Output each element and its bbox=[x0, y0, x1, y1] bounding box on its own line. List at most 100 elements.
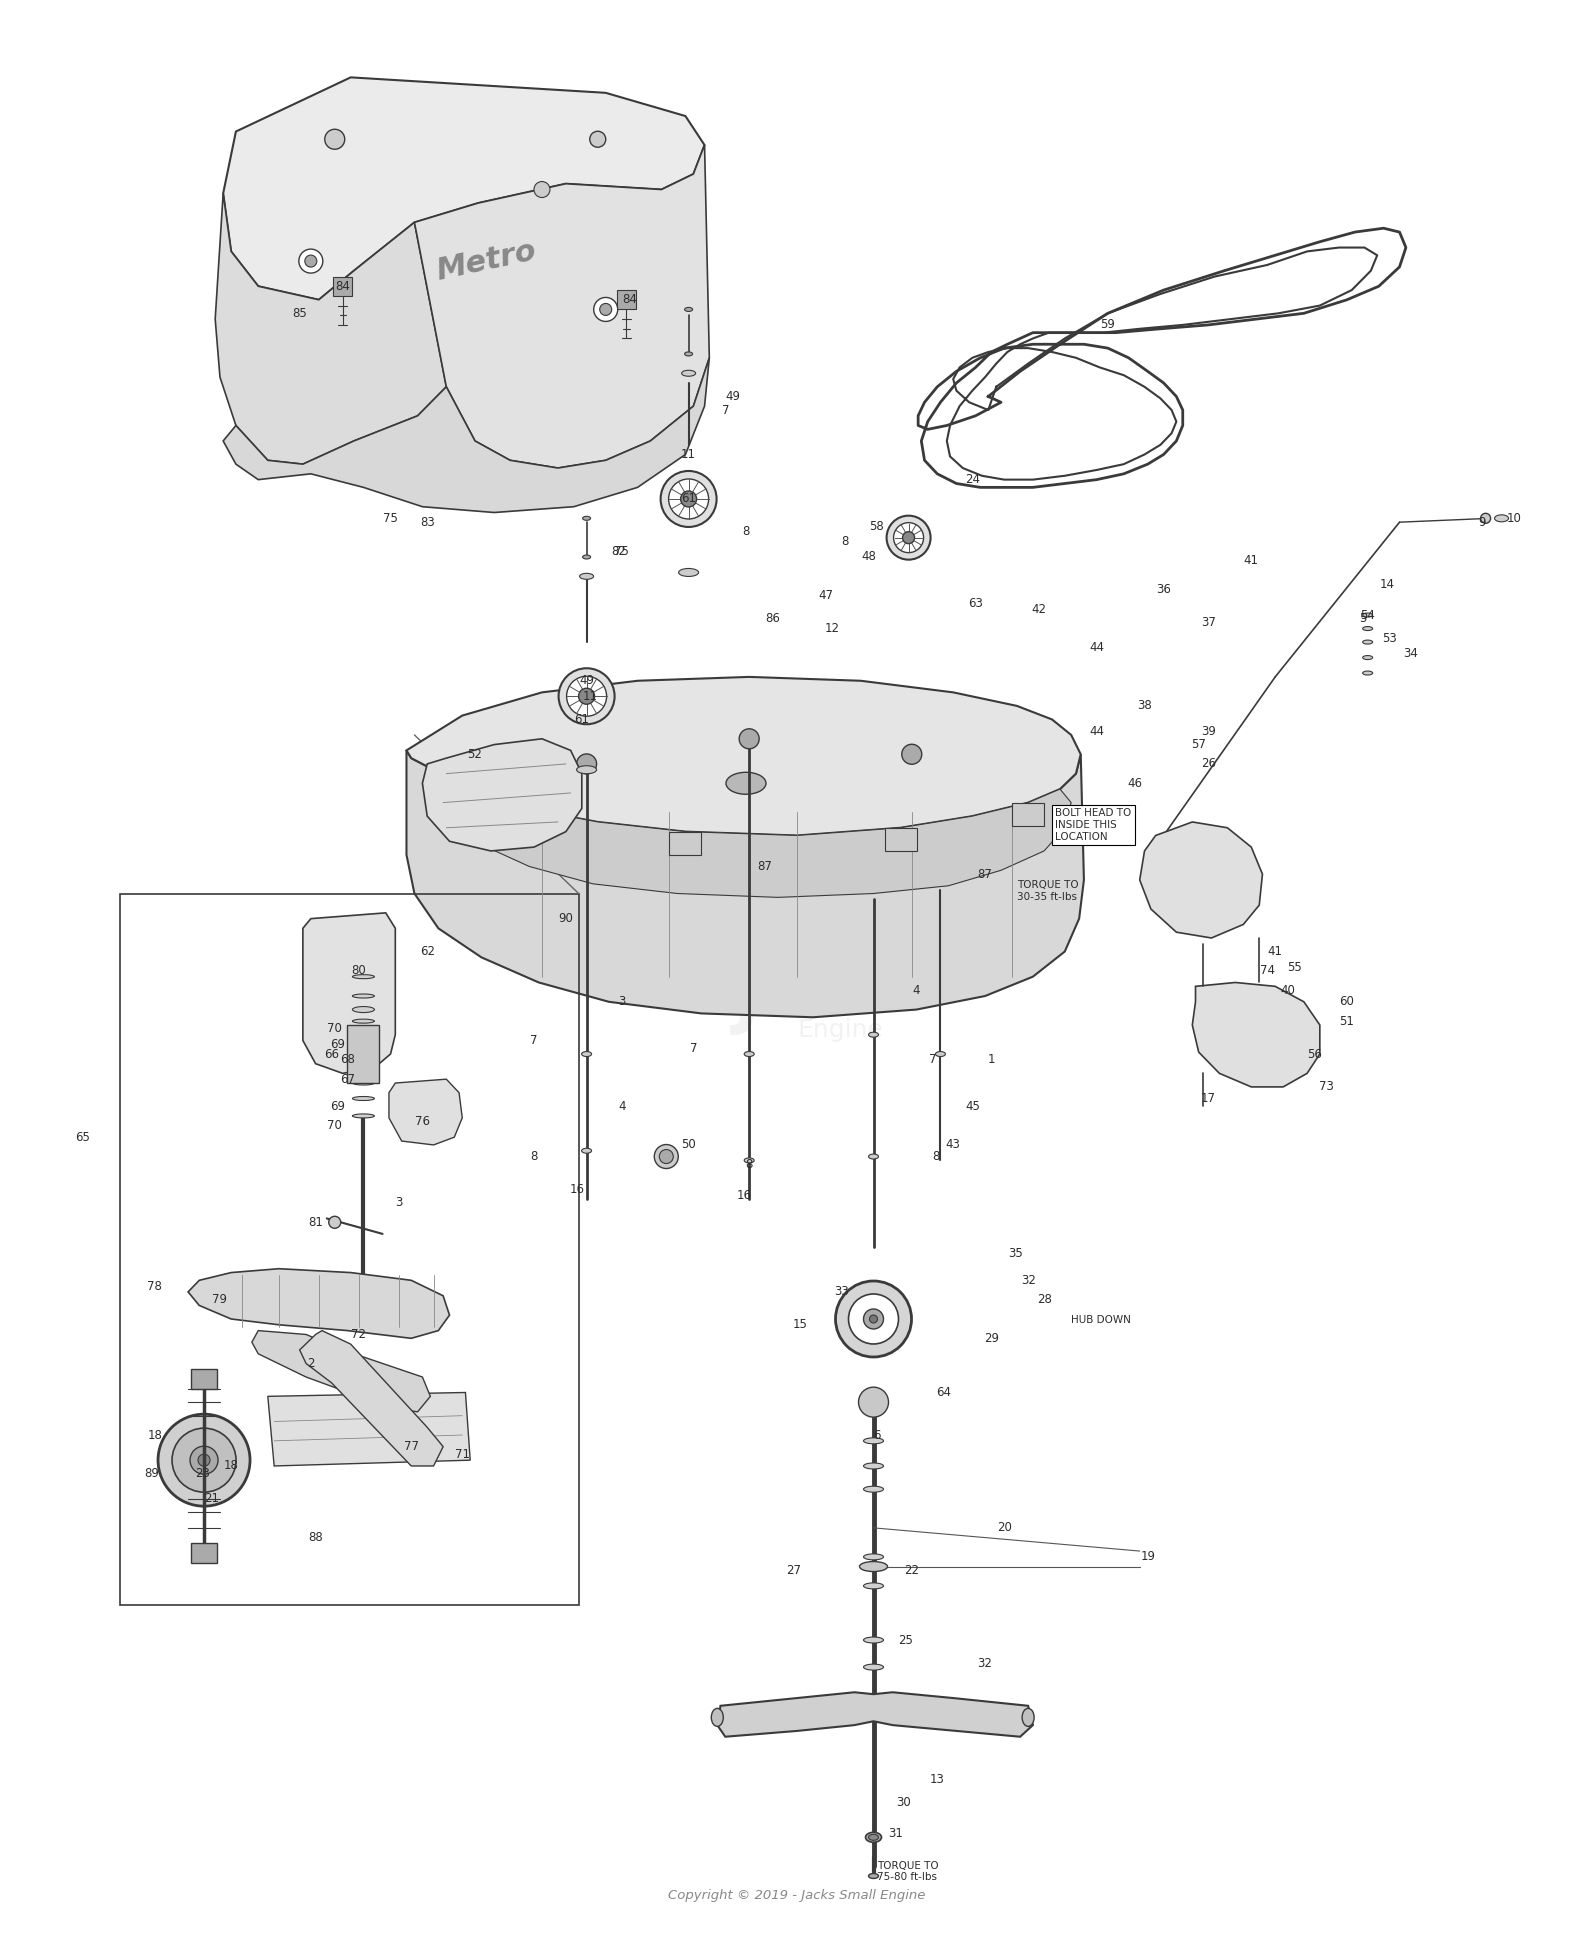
Text: 8: 8 bbox=[932, 1151, 939, 1162]
Text: 43: 43 bbox=[945, 1139, 961, 1151]
Bar bbox=[885, 828, 917, 851]
Text: 11: 11 bbox=[582, 690, 598, 702]
Polygon shape bbox=[188, 1269, 450, 1338]
Ellipse shape bbox=[582, 1052, 591, 1056]
Ellipse shape bbox=[352, 1081, 375, 1085]
Polygon shape bbox=[223, 77, 705, 300]
Text: 84: 84 bbox=[335, 280, 351, 292]
Text: 28: 28 bbox=[1036, 1294, 1052, 1305]
Text: 52: 52 bbox=[467, 748, 483, 760]
Text: 69: 69 bbox=[330, 1039, 346, 1050]
Text: 38: 38 bbox=[1137, 700, 1152, 712]
Text: 3: 3 bbox=[395, 1197, 402, 1209]
Circle shape bbox=[848, 1294, 899, 1344]
Text: 36: 36 bbox=[1156, 584, 1172, 596]
Bar bbox=[510, 808, 542, 832]
Text: 18: 18 bbox=[147, 1429, 163, 1441]
Text: 65: 65 bbox=[75, 1131, 91, 1143]
Ellipse shape bbox=[682, 369, 695, 377]
Text: 15: 15 bbox=[792, 1319, 808, 1331]
Text: 35: 35 bbox=[1007, 1247, 1023, 1259]
Text: 78: 78 bbox=[147, 1280, 163, 1292]
Text: Jacks
Small
Engine: Jacks Small Engine bbox=[797, 961, 883, 1042]
Text: 56: 56 bbox=[1307, 1048, 1323, 1060]
Text: 71: 71 bbox=[454, 1449, 470, 1460]
Ellipse shape bbox=[352, 1114, 375, 1118]
Text: 11: 11 bbox=[681, 449, 697, 460]
Text: 18: 18 bbox=[223, 1460, 239, 1472]
Ellipse shape bbox=[582, 1149, 591, 1153]
Text: 45: 45 bbox=[964, 1100, 980, 1112]
Polygon shape bbox=[389, 1079, 462, 1145]
Text: 88: 88 bbox=[308, 1532, 324, 1543]
Text: 57: 57 bbox=[1191, 739, 1207, 750]
Circle shape bbox=[1481, 513, 1490, 524]
Text: 89: 89 bbox=[143, 1468, 159, 1480]
Circle shape bbox=[590, 132, 606, 147]
Ellipse shape bbox=[869, 1833, 878, 1841]
Circle shape bbox=[835, 1280, 912, 1358]
Circle shape bbox=[599, 304, 612, 315]
Ellipse shape bbox=[744, 1052, 754, 1056]
Text: 4: 4 bbox=[913, 984, 920, 996]
Text: 7: 7 bbox=[690, 1042, 697, 1054]
Ellipse shape bbox=[352, 1048, 375, 1052]
Text: 1: 1 bbox=[988, 1054, 995, 1066]
Text: 83: 83 bbox=[419, 516, 435, 528]
Text: 2: 2 bbox=[308, 1358, 314, 1369]
Text: 41: 41 bbox=[1267, 946, 1283, 957]
Ellipse shape bbox=[1363, 671, 1372, 675]
Ellipse shape bbox=[711, 1708, 724, 1727]
Text: 81: 81 bbox=[308, 1216, 324, 1228]
Text: Metro: Metro bbox=[434, 236, 539, 286]
Ellipse shape bbox=[869, 1874, 878, 1878]
Circle shape bbox=[198, 1454, 210, 1466]
Circle shape bbox=[660, 1149, 673, 1164]
Text: 47: 47 bbox=[818, 590, 834, 601]
Ellipse shape bbox=[1363, 656, 1372, 659]
Circle shape bbox=[660, 472, 717, 526]
Text: J: J bbox=[733, 969, 759, 1035]
Ellipse shape bbox=[744, 1158, 754, 1162]
Text: 76: 76 bbox=[414, 1116, 430, 1128]
Ellipse shape bbox=[352, 1097, 375, 1100]
Text: 25: 25 bbox=[897, 1634, 913, 1646]
Circle shape bbox=[158, 1414, 250, 1507]
Text: 32: 32 bbox=[1020, 1275, 1036, 1286]
Text: 44: 44 bbox=[1089, 725, 1105, 737]
Ellipse shape bbox=[684, 308, 693, 311]
Circle shape bbox=[328, 1216, 341, 1228]
Ellipse shape bbox=[577, 766, 596, 774]
Text: 42: 42 bbox=[1031, 603, 1047, 615]
Circle shape bbox=[681, 491, 697, 507]
Ellipse shape bbox=[1363, 640, 1372, 644]
Text: 13: 13 bbox=[929, 1773, 945, 1785]
Text: 27: 27 bbox=[786, 1565, 802, 1576]
Text: 79: 79 bbox=[212, 1294, 228, 1305]
Ellipse shape bbox=[936, 1052, 945, 1056]
Text: 80: 80 bbox=[351, 965, 367, 977]
Text: 85: 85 bbox=[292, 308, 308, 319]
Ellipse shape bbox=[864, 1437, 883, 1445]
Ellipse shape bbox=[352, 1064, 375, 1071]
Text: 74: 74 bbox=[1259, 965, 1275, 977]
Bar bbox=[347, 1025, 379, 1083]
Bar bbox=[120, 894, 579, 1605]
Text: 68: 68 bbox=[340, 1054, 355, 1066]
Text: Copyright © 2019 - Jacks Small Engine: Copyright © 2019 - Jacks Small Engine bbox=[668, 1890, 926, 1901]
Ellipse shape bbox=[864, 1553, 883, 1561]
Text: 61: 61 bbox=[574, 714, 590, 725]
Ellipse shape bbox=[864, 1582, 883, 1590]
Circle shape bbox=[869, 1315, 878, 1323]
Text: 37: 37 bbox=[1200, 617, 1216, 629]
Circle shape bbox=[593, 298, 618, 321]
Polygon shape bbox=[1140, 822, 1262, 938]
Text: 63: 63 bbox=[968, 598, 983, 609]
Text: 64: 64 bbox=[936, 1387, 952, 1398]
Text: 32: 32 bbox=[977, 1657, 993, 1669]
Text: BOLT HEAD TO
INSIDE THIS
LOCATION: BOLT HEAD TO INSIDE THIS LOCATION bbox=[1055, 808, 1132, 841]
Text: 44: 44 bbox=[1089, 642, 1105, 654]
Text: 46: 46 bbox=[1127, 777, 1143, 789]
Text: 20: 20 bbox=[996, 1522, 1012, 1534]
Text: 22: 22 bbox=[904, 1565, 920, 1576]
